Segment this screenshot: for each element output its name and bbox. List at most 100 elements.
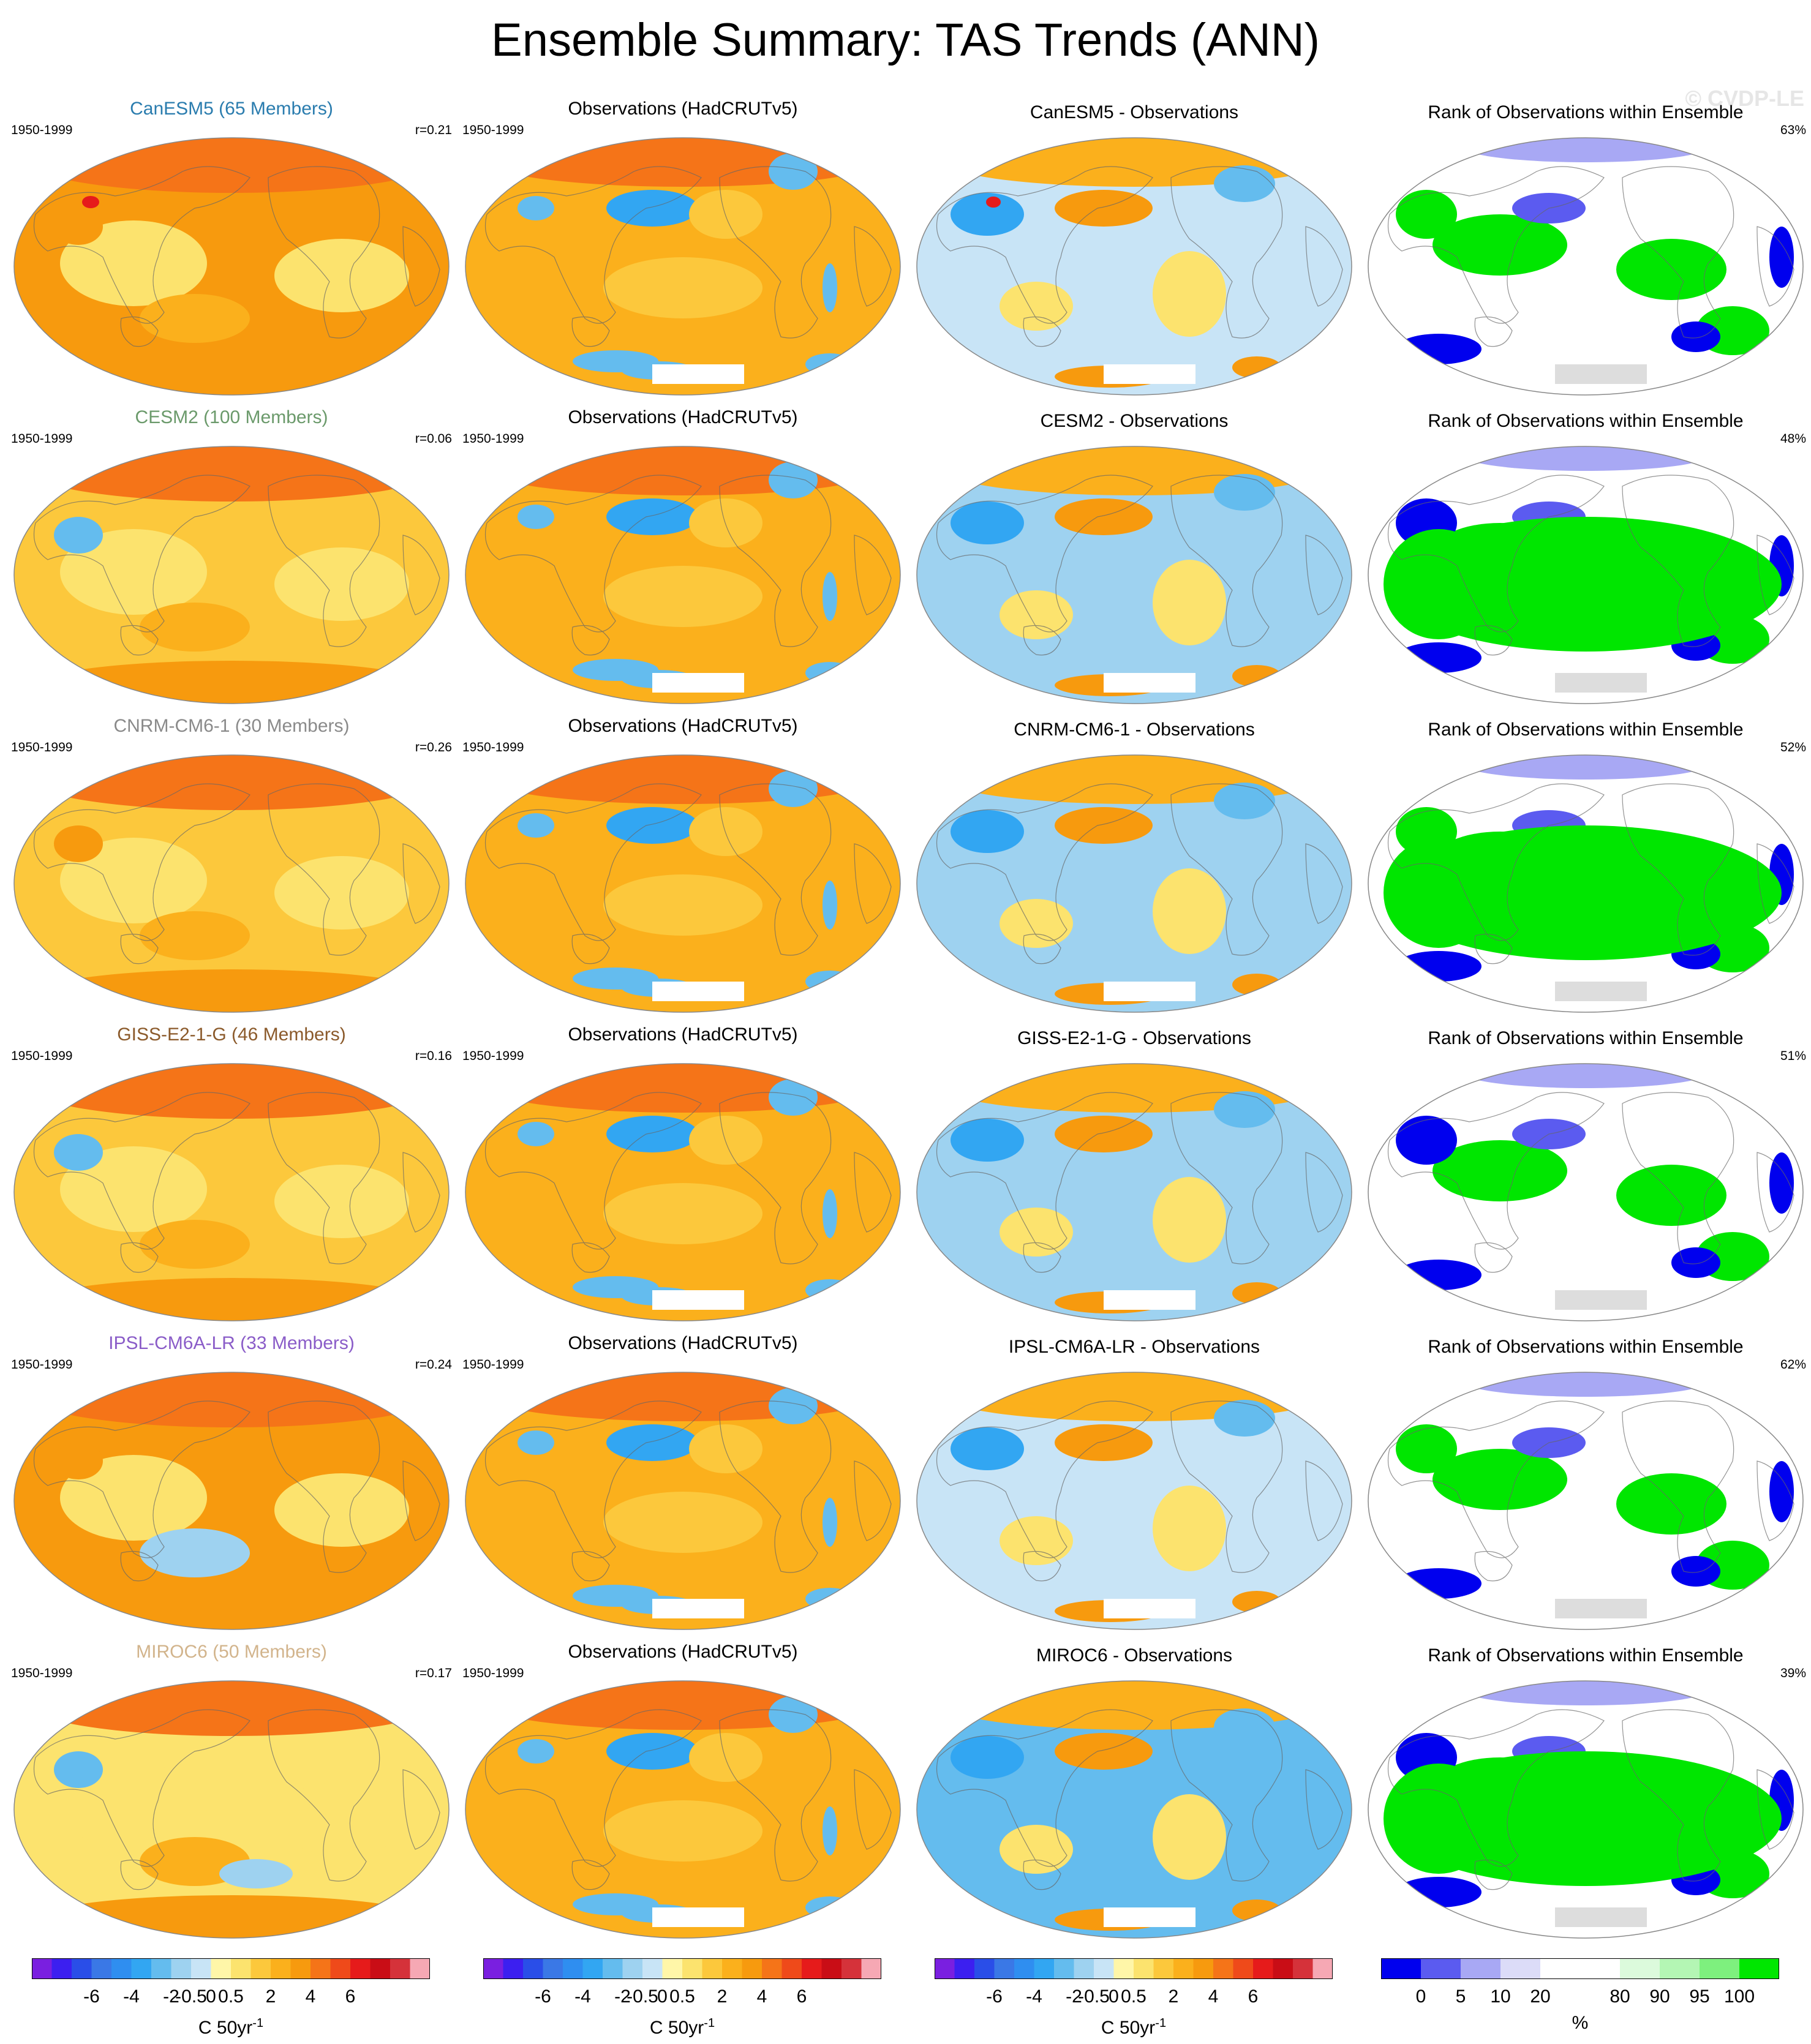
- model-map: [13, 446, 450, 704]
- colorbar-unit: C 50yr-1: [198, 2012, 263, 2039]
- panel-obs-row-1: Observations (HadCRUTv5) 1950-1999: [462, 98, 903, 404]
- page-title: Ensemble Summary: TAS Trends (ANN): [491, 14, 1320, 66]
- panel-diff-row-1: CanESM5 - Observations: [914, 98, 1355, 404]
- colorbar-tick-label: -4: [1026, 1986, 1042, 2007]
- panel-obs-row-6: Observations (HadCRUTv5) 1950-1999: [462, 1641, 903, 1947]
- colorbar-tick-label: -0.5: [627, 1986, 658, 2007]
- obs-panel-title: Observations (HadCRUTv5): [568, 99, 798, 119]
- panel-diff-row-3: CNRM-CM6-1 - Observations: [914, 715, 1355, 1021]
- panel-obs-row-2: Observations (HadCRUTv5) 1950-1999: [462, 407, 903, 713]
- panel-rank-row-1: Rank of Observations within Ensemble 63%: [1365, 98, 1806, 404]
- colorbar-tick-label: 2: [1168, 1986, 1179, 2007]
- panel-diff-row-4: GISS-E2-1-G - Observations: [914, 1024, 1355, 1330]
- colorbar-tick-label: 80: [1610, 1986, 1630, 2007]
- obs-map: [465, 446, 901, 704]
- panel-model-row-1: CanESM5 (65 Members) 1950-1999 r=0.21: [11, 98, 452, 404]
- obs-map: [465, 1063, 901, 1321]
- obs-panel-title: Observations (HadCRUTv5): [568, 1024, 798, 1045]
- colorbar-tick-label: 0.5: [218, 1986, 244, 2007]
- panel-model-row-3: CNRM-CM6-1 (30 Members) 1950-1999 r=0.26: [11, 715, 452, 1021]
- colorbar-tick-label: -2: [1066, 1986, 1082, 2007]
- panel-diff-row-6: MIROC6 - Observations: [914, 1641, 1355, 1947]
- colorbar-tick-label: 6: [1248, 1986, 1259, 2007]
- period-label: 1950-1999: [462, 1049, 524, 1063]
- pattern-correlation: r=0.21: [415, 123, 452, 137]
- unit-superscript: -1: [1155, 2016, 1167, 2030]
- rank-percent: 63%: [1780, 123, 1806, 137]
- colorbar-swatches: [1381, 1958, 1779, 1979]
- colorbar-tick-label: 6: [796, 1986, 807, 2007]
- pattern-correlation: r=0.16: [415, 1049, 452, 1063]
- colorbar-tick-label: 0.5: [1121, 1986, 1146, 2007]
- colorbar-tick-label: 20: [1530, 1986, 1551, 2007]
- rank-map: [1368, 754, 1804, 1013]
- colorbar-tick-label: -6: [986, 1986, 1003, 2007]
- rank-percent: 62%: [1780, 1358, 1806, 1372]
- pattern-correlation: r=0.26: [415, 740, 452, 754]
- rank-panel-title: Rank of Observations within Ensemble: [1428, 1645, 1744, 1666]
- period-label: 1950-1999: [11, 1666, 73, 1680]
- model-map: [13, 1680, 450, 1939]
- colorbar-tick-label: 4: [756, 1986, 767, 2007]
- diff-panel-title: IPSL-CM6A-LR - Observations: [1008, 1337, 1260, 1357]
- colorbar-unit: C 50yr-1: [1101, 2012, 1166, 2039]
- colorbar-tick-label: 90: [1649, 1986, 1670, 2007]
- period-label: 1950-1999: [11, 432, 73, 446]
- model-map: [13, 137, 450, 396]
- trend-colorbar-2: -6 -4 -2 -0.5 0 0.5 2 4 6 C 50yr-1: [483, 1958, 881, 2044]
- panel-model-row-4: GISS-E2-1-G (46 Members) 1950-1999 r=0.16: [11, 1024, 452, 1330]
- panel-rank-row-6: Rank of Observations within Ensemble 39%: [1365, 1641, 1806, 1947]
- diff-panel-title: CNRM-CM6-1 - Observations: [1014, 720, 1255, 740]
- rank-map: [1368, 1063, 1804, 1321]
- model-panel-title: GISS-E2-1-G (46 Members): [117, 1024, 346, 1045]
- pattern-correlation: r=0.24: [415, 1358, 452, 1372]
- obs-panel-title: Observations (HadCRUTv5): [568, 407, 798, 427]
- watermark: © CVDP-LE: [1685, 86, 1804, 111]
- rank-panel-title: Rank of Observations within Ensemble: [1428, 720, 1744, 740]
- diff-panel-title: MIROC6 - Observations: [1036, 1645, 1233, 1666]
- colorbar-tick-label: 6: [345, 1986, 356, 2007]
- panel-obs-row-4: Observations (HadCRUTv5) 1950-1999: [462, 1024, 903, 1330]
- colorbar-unit: C 50yr-1: [650, 2012, 715, 2039]
- rank-map: [1368, 1372, 1804, 1630]
- colorbar-tick-label: -0.5: [1078, 1986, 1110, 2007]
- trend-colorbar-3: -6 -4 -2 -0.5 0 0.5 2 4 6 C 50yr-1: [935, 1958, 1333, 2044]
- obs-panel-title: Observations (HadCRUTv5): [568, 1642, 798, 1662]
- model-map: [13, 754, 450, 1013]
- colorbar-swatches: [32, 1958, 430, 1979]
- panel-obs-row-5: Observations (HadCRUTv5) 1950-1999: [462, 1332, 903, 1639]
- colorbar-tick-label: 2: [265, 1986, 276, 2007]
- rank-map: [1368, 137, 1804, 396]
- colorbar-tick-label: 0: [657, 1986, 668, 2007]
- pattern-correlation: r=0.17: [415, 1666, 452, 1680]
- obs-map: [465, 137, 901, 396]
- obs-panel-title: Observations (HadCRUTv5): [568, 1333, 798, 1353]
- panel-rank-row-4: Rank of Observations within Ensemble 51%: [1365, 1024, 1806, 1330]
- colorbar-tick-label: 0.5: [669, 1986, 695, 2007]
- period-label: 1950-1999: [462, 1358, 524, 1372]
- colorbar-tick-label: 4: [305, 1986, 316, 2007]
- diff-panel-title: CanESM5 - Observations: [1030, 102, 1239, 122]
- diff-panel-title: GISS-E2-1-G - Observations: [1017, 1028, 1251, 1048]
- panel-rank-row-2: Rank of Observations within Ensemble 48%: [1365, 407, 1806, 713]
- panel-obs-row-3: Observations (HadCRUTv5) 1950-1999: [462, 715, 903, 1021]
- period-label: 1950-1999: [11, 123, 73, 137]
- colorbar-tick-label: 0: [206, 1986, 216, 2007]
- obs-map: [465, 1680, 901, 1939]
- colorbar-tick-label: -4: [123, 1986, 140, 2007]
- diff-map: [916, 446, 1352, 704]
- colorbar-unit: %: [1572, 2013, 1589, 2033]
- colorbar-tick-label: -4: [574, 1986, 591, 2007]
- colorbar-tick-label: -2: [163, 1986, 179, 2007]
- rank-colorbar: 0 5 10 20 80 90 95 100%: [1381, 1958, 1779, 2044]
- colorbar-swatches: [935, 1958, 1333, 1979]
- colorbar-tick-label: -2: [614, 1986, 631, 2007]
- unit-base: C 50yr: [649, 2018, 704, 2038]
- colorbar-tick-label: -6: [535, 1986, 551, 2007]
- panel-rank-row-5: Rank of Observations within Ensemble 62%: [1365, 1332, 1806, 1639]
- diff-map: [916, 754, 1352, 1013]
- model-panel-title: MIROC6 (50 Members): [136, 1642, 327, 1662]
- pattern-correlation: r=0.06: [415, 432, 452, 446]
- panel-diff-row-2: CESM2 - Observations: [914, 407, 1355, 713]
- trend-colorbar-1: -6 -4 -2 -0.5 0 0.5 2 4 6 C 50yr-1: [32, 1958, 430, 2044]
